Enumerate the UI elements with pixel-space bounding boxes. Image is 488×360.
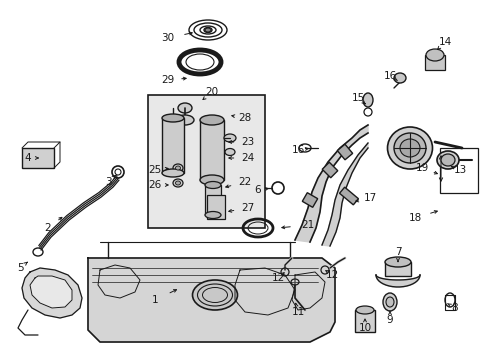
Ellipse shape (173, 179, 183, 187)
Ellipse shape (224, 134, 236, 142)
Text: 3: 3 (104, 177, 111, 187)
Ellipse shape (175, 181, 180, 185)
Ellipse shape (399, 139, 419, 157)
Text: 7: 7 (394, 247, 401, 257)
Ellipse shape (175, 166, 180, 170)
Text: 20: 20 (205, 87, 218, 97)
Polygon shape (375, 275, 419, 287)
Ellipse shape (162, 114, 183, 122)
Ellipse shape (440, 154, 454, 166)
Text: 1: 1 (151, 295, 158, 305)
Text: 13: 13 (452, 165, 466, 175)
Text: 27: 27 (241, 203, 254, 213)
Polygon shape (22, 268, 82, 318)
Bar (339, 187, 358, 205)
Text: 12: 12 (271, 273, 284, 283)
Ellipse shape (382, 293, 396, 311)
Bar (22, 148, 54, 168)
Ellipse shape (385, 297, 393, 307)
Ellipse shape (362, 93, 372, 107)
Ellipse shape (200, 115, 224, 125)
Text: 6: 6 (254, 185, 261, 195)
Ellipse shape (176, 115, 194, 125)
Polygon shape (88, 258, 334, 342)
Ellipse shape (162, 169, 183, 177)
Text: 10: 10 (358, 323, 371, 333)
Ellipse shape (384, 257, 410, 267)
Ellipse shape (224, 148, 235, 156)
Text: 28: 28 (238, 113, 251, 123)
Text: 19: 19 (414, 163, 428, 173)
Bar (322, 162, 337, 178)
Polygon shape (294, 125, 367, 242)
Text: 5: 5 (17, 263, 23, 273)
Bar (302, 193, 317, 207)
Text: 29: 29 (161, 75, 174, 85)
Ellipse shape (204, 181, 221, 189)
Text: 24: 24 (241, 153, 254, 163)
Text: 30: 30 (161, 33, 174, 43)
Text: 18: 18 (407, 213, 421, 223)
Polygon shape (30, 276, 72, 308)
Ellipse shape (204, 211, 221, 219)
Text: 23: 23 (241, 137, 254, 147)
Text: 16: 16 (291, 145, 304, 155)
Text: 4: 4 (24, 153, 31, 163)
Text: 22: 22 (238, 177, 251, 187)
Text: 21: 21 (301, 220, 314, 230)
Bar (148, 95, 264, 228)
Bar (162, 118, 183, 173)
Text: 25: 25 (148, 165, 162, 175)
Ellipse shape (436, 151, 458, 169)
Bar (337, 144, 352, 160)
Ellipse shape (200, 175, 224, 185)
Text: 15: 15 (351, 93, 364, 103)
Text: 9: 9 (386, 315, 392, 325)
Bar (439, 148, 477, 193)
Text: 16: 16 (383, 71, 396, 81)
Ellipse shape (204, 28, 210, 32)
Ellipse shape (393, 133, 425, 163)
Ellipse shape (355, 306, 373, 314)
Text: 11: 11 (291, 307, 304, 317)
Ellipse shape (178, 103, 192, 113)
Ellipse shape (192, 280, 237, 310)
Ellipse shape (425, 49, 443, 61)
Ellipse shape (393, 73, 405, 83)
Bar (204, 185, 221, 215)
Text: 17: 17 (363, 193, 376, 203)
Text: 2: 2 (44, 223, 51, 233)
Bar (206, 195, 224, 219)
Ellipse shape (386, 127, 431, 169)
Bar (384, 262, 410, 276)
Text: 12: 12 (325, 270, 338, 280)
Text: 8: 8 (451, 303, 457, 313)
Text: 14: 14 (437, 37, 451, 47)
Bar (424, 55, 444, 70)
Text: 26: 26 (148, 180, 162, 190)
Bar (354, 310, 374, 332)
Bar (200, 120, 224, 180)
Ellipse shape (173, 164, 183, 172)
Polygon shape (321, 143, 367, 246)
